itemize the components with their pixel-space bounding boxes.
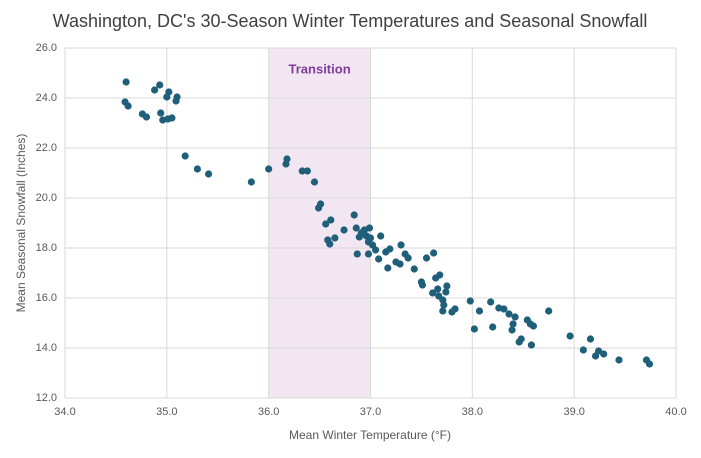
point: [310, 178, 319, 186]
point: [508, 326, 516, 334]
point: [156, 81, 164, 89]
point: [298, 167, 306, 175]
point: [443, 282, 451, 290]
point: [600, 350, 608, 358]
point: [142, 113, 151, 121]
point: [350, 211, 358, 219]
point: [247, 178, 255, 186]
point: [404, 254, 412, 262]
x-tick-label: 37.0: [360, 406, 381, 418]
point: [430, 249, 438, 257]
x-tick-label: 36.0: [258, 406, 279, 418]
point: [377, 232, 385, 240]
x-tick-label: 34.0: [54, 406, 75, 418]
point: [429, 289, 437, 297]
point: [586, 335, 595, 343]
point: [517, 335, 525, 343]
point: [365, 224, 374, 232]
y-tick-label: 20.0: [36, 192, 57, 204]
point: [327, 216, 335, 224]
point: [322, 220, 330, 228]
point: [487, 298, 495, 306]
y-axis-title: Mean Seasonal Snowfall (Inches): [14, 134, 28, 313]
y-tick-label: 22.0: [36, 142, 57, 154]
point: [422, 254, 431, 262]
x-axis-title: Mean Winter Temperature (°F): [289, 428, 451, 442]
point: [615, 356, 623, 364]
point: [124, 102, 132, 110]
point: [410, 265, 418, 273]
point: [434, 285, 442, 293]
point: [451, 305, 459, 313]
point: [509, 320, 517, 328]
point: [193, 165, 201, 173]
x-tick-label: 40.0: [665, 406, 686, 418]
point: [331, 234, 339, 242]
point: [168, 114, 176, 122]
point: [439, 307, 447, 315]
point: [440, 301, 448, 309]
point: [122, 78, 130, 86]
y-tick-label: 24.0: [36, 92, 57, 104]
point: [353, 250, 361, 258]
point: [157, 109, 165, 117]
point: [317, 200, 325, 208]
point: [529, 322, 538, 330]
point: [397, 241, 405, 249]
point: [303, 167, 311, 175]
point: [527, 341, 535, 349]
point: [470, 325, 478, 333]
point: [173, 93, 181, 101]
point: [466, 297, 474, 305]
point: [505, 310, 513, 318]
point: [442, 288, 450, 296]
point: [364, 250, 373, 258]
point: [386, 245, 394, 253]
point: [283, 155, 291, 163]
point: [384, 264, 392, 272]
point: [366, 234, 375, 242]
point: [371, 246, 380, 254]
y-tick-label: 26.0: [36, 42, 57, 54]
x-tick-label: 35.0: [156, 406, 177, 418]
chart-title: Washington, DC's 30-Season Winter Temper…: [53, 11, 648, 31]
point: [396, 260, 404, 268]
y-tick-label: 14.0: [36, 342, 57, 354]
y-tick-label: 16.0: [36, 292, 57, 304]
point: [545, 307, 553, 315]
point: [375, 255, 383, 263]
point: [500, 305, 508, 313]
point: [645, 360, 654, 368]
point: [418, 281, 427, 289]
point: [165, 88, 173, 96]
point: [181, 152, 189, 160]
x-tick-label: 39.0: [563, 406, 584, 418]
point: [265, 165, 273, 173]
point: [151, 86, 159, 94]
point: [204, 170, 213, 178]
transition-band: [268, 48, 371, 398]
point: [340, 226, 348, 234]
band-label: Transition: [289, 61, 351, 76]
point: [566, 332, 574, 340]
point: [326, 240, 334, 248]
y-tick-label: 18.0: [36, 242, 57, 254]
point: [436, 271, 444, 279]
point: [352, 224, 360, 232]
point: [489, 323, 497, 331]
y-tick-label: 12.0: [36, 392, 57, 404]
x-tick-label: 38.0: [462, 406, 483, 418]
point: [475, 307, 484, 315]
point: [579, 346, 587, 354]
point: [511, 313, 519, 321]
